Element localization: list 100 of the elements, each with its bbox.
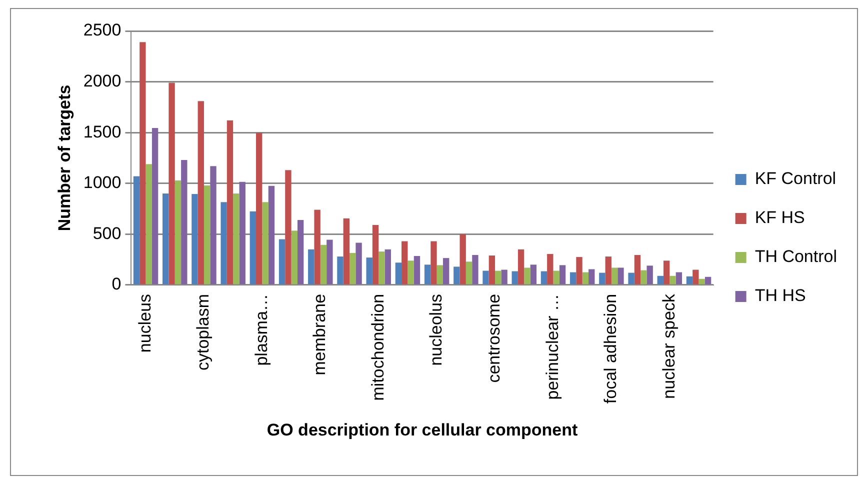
bar: [133, 176, 140, 284]
bar: [524, 268, 530, 284]
bar: [308, 249, 314, 284]
bar: [430, 241, 437, 284]
bar: [356, 242, 362, 284]
bar: [488, 256, 496, 284]
bar: [168, 82, 175, 284]
bar: [588, 269, 595, 284]
bar: [366, 258, 372, 284]
bar: [640, 270, 647, 284]
bar: [576, 257, 582, 284]
x-tick-label: plasma…: [252, 294, 271, 366]
x-tick-label: nuclear speck: [659, 293, 678, 399]
bar: [162, 194, 169, 284]
bar: [220, 202, 227, 284]
bar: [676, 272, 682, 284]
bar: [454, 266, 460, 284]
x-tick-label: focal adhesion: [601, 294, 620, 404]
bar: [646, 266, 653, 284]
bar: [634, 254, 641, 284]
bar: [704, 276, 712, 284]
legend-label: TH HS: [754, 286, 806, 306]
bar: [408, 260, 414, 284]
bar: [320, 244, 327, 284]
bar: [686, 276, 693, 284]
bar: [530, 264, 537, 284]
bar: [384, 249, 391, 284]
bar: [518, 249, 524, 284]
bar: [314, 210, 320, 284]
bar: [262, 202, 268, 284]
bar: [402, 241, 408, 284]
bar: [611, 268, 618, 284]
bar: [443, 258, 450, 284]
bar: [663, 260, 670, 284]
bar: [337, 256, 344, 284]
bar: [559, 265, 566, 284]
x-tick-label: cytoplasm: [194, 294, 213, 370]
legend-label: KF HS: [754, 208, 805, 228]
bar: [460, 234, 466, 284]
y-tick-label: 2000: [83, 71, 122, 90]
bar: [395, 262, 402, 284]
bar: [152, 128, 158, 284]
bar: [436, 265, 444, 284]
bar: [174, 180, 182, 284]
bar: [424, 264, 431, 284]
bar: [250, 211, 256, 284]
bar: [350, 252, 356, 284]
bar: [599, 272, 606, 284]
bar: [466, 262, 472, 284]
x-tick-label: perinuclear …: [542, 294, 562, 400]
bar: [192, 194, 198, 284]
bar: [582, 272, 589, 284]
bar: [326, 240, 333, 284]
bar: [472, 254, 478, 284]
x-tick-label: membrane: [310, 294, 330, 376]
bar: [204, 185, 210, 284]
bar: [698, 278, 705, 284]
legend-label: KF Control: [754, 169, 836, 188]
bar: [256, 132, 262, 284]
bar: [605, 256, 612, 284]
bar: [657, 276, 664, 284]
bar: [414, 256, 420, 284]
bar: [278, 239, 286, 284]
x-tick-label: nucleus: [135, 294, 154, 353]
bar: [482, 270, 489, 284]
bar: [512, 271, 518, 284]
bar: [553, 270, 560, 284]
bar: [291, 230, 298, 284]
bar: [670, 276, 676, 284]
y-tick-label: 2500: [83, 20, 122, 40]
bar: [540, 271, 548, 284]
bar: [692, 270, 699, 284]
y-tick-label: 0: [112, 274, 122, 294]
bar: [233, 194, 240, 284]
bar: [181, 160, 188, 284]
y-axis-title: Number of targets: [54, 84, 74, 232]
bar: [198, 101, 204, 284]
x-tick-label: mitochondrion: [368, 294, 388, 401]
bar: [547, 254, 554, 284]
bar: [146, 164, 152, 284]
legend-label: TH Control: [754, 247, 837, 266]
bar: [501, 270, 508, 284]
bar: [239, 182, 246, 284]
bar: [343, 218, 350, 284]
bar: [372, 225, 379, 284]
x-tick-label: centrosome: [484, 294, 504, 383]
bar: [285, 170, 292, 284]
bar: [570, 272, 576, 284]
x-axis-title: GO description for cellular component: [266, 420, 578, 440]
y-tick-label: 1500: [83, 122, 122, 142]
y-tick-label: 500: [92, 224, 122, 243]
bar: [495, 270, 502, 284]
bar: [628, 272, 634, 284]
y-tick-label: 1000: [83, 173, 122, 192]
x-tick-label: nucleolus: [426, 294, 446, 366]
bar: [226, 120, 234, 284]
bar: [140, 42, 146, 284]
bar: [297, 220, 304, 284]
bar: [618, 268, 624, 284]
bar: [268, 186, 275, 284]
